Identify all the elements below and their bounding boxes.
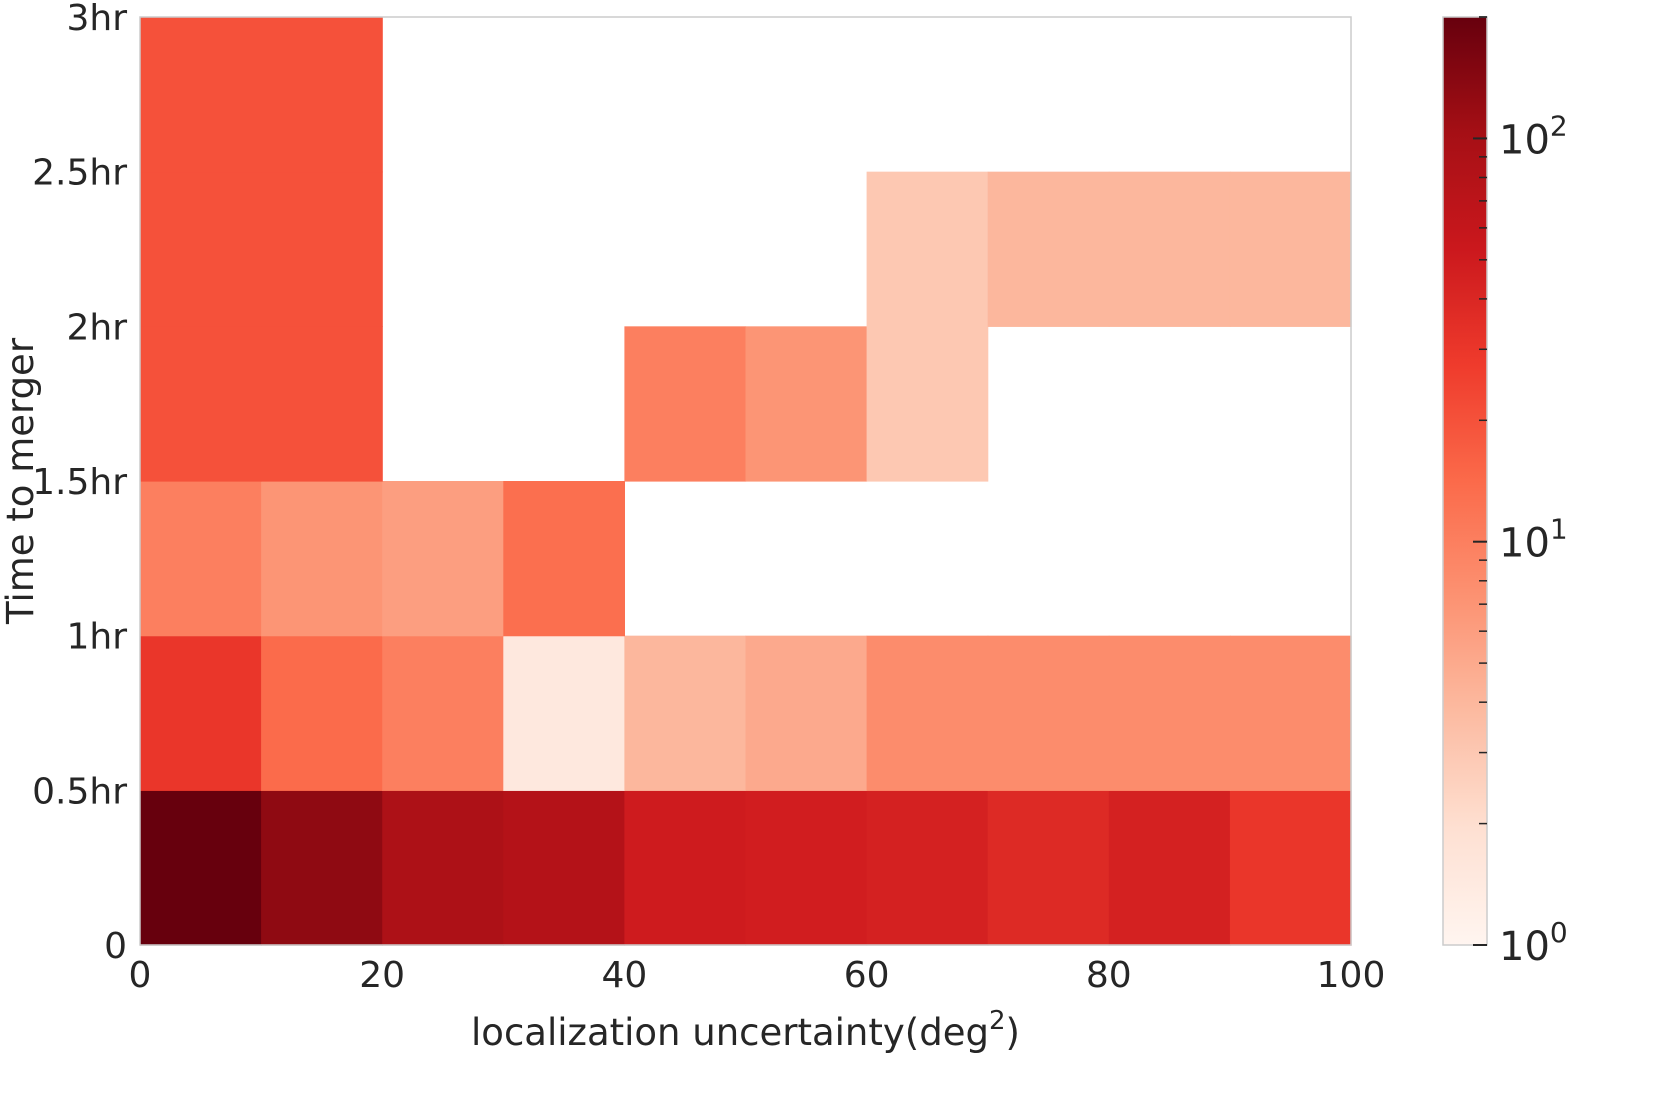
heatmap-cell xyxy=(624,326,747,482)
heatmap-cell xyxy=(745,790,868,946)
heatmap-cell xyxy=(745,635,868,791)
heatmap-cell xyxy=(624,790,747,946)
heatmap-cell xyxy=(140,171,262,327)
x-axis-label: localization uncertainty(deg2) xyxy=(471,1006,1020,1054)
heatmap-cell xyxy=(503,635,625,791)
heatmap-cell xyxy=(140,17,262,173)
heatmap-cell xyxy=(1108,171,1231,327)
y-tick-label: 1hr xyxy=(66,617,127,658)
colorbar-tick-label: 102 xyxy=(1499,109,1568,163)
heatmap-cell xyxy=(140,481,262,637)
colorbar-tick-label: 101 xyxy=(1499,513,1568,567)
colorbar-tick-base: 10 xyxy=(1499,521,1550,567)
heatmap-cell xyxy=(382,481,504,637)
x-tick-label: 100 xyxy=(1317,955,1386,996)
heatmap-cell xyxy=(382,790,504,946)
y-axis-ticks: 0 0.5hr 1hr 1.5hr 2hr 2.5hr 3hr xyxy=(32,0,127,967)
x-tick-label: 80 xyxy=(1086,955,1132,996)
y-axis-label: Time to merger xyxy=(0,337,42,625)
heatmap-cell xyxy=(261,635,383,791)
x-tick-label: 20 xyxy=(359,955,405,996)
colorbar-tick-exponent: 0 xyxy=(1550,916,1568,949)
plot-frame xyxy=(139,16,1352,946)
heatmap-cell xyxy=(866,635,989,791)
heatmap-cell xyxy=(1229,635,1352,791)
heatmap-cell xyxy=(987,171,1110,327)
heatmap-cell xyxy=(261,326,383,482)
y-tick-label: 0.5hr xyxy=(32,771,127,812)
colorbar-tick-exponent: 1 xyxy=(1550,513,1568,546)
colorbar-tick-label: 100 xyxy=(1499,916,1568,970)
heatmap-cell xyxy=(624,635,747,791)
x-tick-label: 40 xyxy=(601,955,647,996)
y-tick-label: 2.5hr xyxy=(32,153,127,194)
colorbar-tick-base: 10 xyxy=(1499,117,1550,163)
heatmap-cell xyxy=(987,790,1110,946)
x-tick-label: 60 xyxy=(844,955,890,996)
heatmap-cell xyxy=(261,17,383,173)
heatmap-cell xyxy=(1229,171,1352,327)
y-tick-label: 0 xyxy=(104,926,127,967)
heatmap-cell xyxy=(1108,635,1231,791)
heatmap-cell xyxy=(503,481,625,637)
x-axis-label-suffix: ) xyxy=(1006,1011,1020,1054)
heatmap-cell xyxy=(261,790,383,946)
y-tick-label: 1.5hr xyxy=(32,462,127,503)
x-tick-label: 0 xyxy=(129,955,152,996)
y-tick-label: 2hr xyxy=(66,307,127,348)
heatmap-cell xyxy=(745,326,868,482)
heatmap-cell xyxy=(140,635,262,791)
y-tick-label: 3hr xyxy=(66,0,127,39)
heatmap-cell xyxy=(503,790,625,946)
heatmap-cell xyxy=(140,326,262,482)
heatmap-cell xyxy=(1108,790,1231,946)
heatmap-cell xyxy=(987,635,1110,791)
heatmap-cell xyxy=(1229,790,1352,946)
heatmap-cell xyxy=(382,635,504,791)
heatmap-cell xyxy=(140,790,262,946)
x-axis-label-superscript: 2 xyxy=(989,1006,1006,1036)
heatmap-cells xyxy=(140,17,1352,946)
x-axis-label-main: localization uncertainty(deg xyxy=(471,1011,989,1054)
heatmap-cell xyxy=(866,790,989,946)
heatmap-cell xyxy=(261,481,383,637)
colorbar-tick-base: 10 xyxy=(1499,924,1550,970)
colorbar-tick-exponent: 2 xyxy=(1550,109,1568,142)
x-axis-ticks: 0 20 40 60 80 100 xyxy=(129,955,1386,996)
colorbar xyxy=(1442,16,1488,946)
heatmap-cell xyxy=(866,326,989,482)
heatmap-cell xyxy=(261,171,383,327)
heatmap-cell xyxy=(866,171,989,327)
